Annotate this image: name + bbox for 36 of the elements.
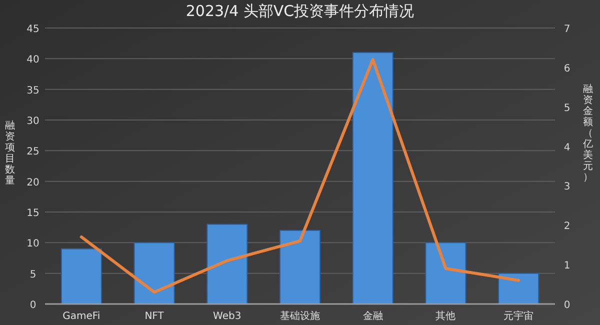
y-tick-label: 45 [26, 24, 40, 35]
chart-title: 2023/4 头部VC投资事件分布情况 [186, 2, 414, 20]
y2-tick-label: 5 [564, 102, 570, 114]
x-tick-label: 金融 [362, 310, 383, 322]
y-tick-label: 10 [26, 238, 40, 250]
y2-tick-label: 7 [564, 24, 570, 35]
bar [60, 248, 102, 304]
y-tick-label: 5 [30, 269, 36, 280]
x-tick-label: NFT [144, 311, 165, 322]
y-tick-label: 0 [30, 300, 36, 311]
bar [352, 52, 394, 304]
y2-tick-label: 3 [564, 182, 570, 193]
y-tick-label: 25 [26, 146, 40, 158]
bar [498, 272, 540, 304]
x-tick-label: 基础设施 [280, 310, 320, 322]
y2-tick-label: 1 [564, 260, 570, 272]
bar [279, 230, 321, 304]
y2-tick-label: 2 [564, 221, 570, 232]
y-axis-title: 融资项目数量 [5, 120, 15, 186]
text: 融资金额（亿美元） [583, 84, 593, 183]
bar [206, 224, 248, 304]
bar [134, 242, 175, 304]
x-tick-label: 其他 [436, 310, 456, 322]
line-series [80, 58, 520, 294]
y2-tick-label: 0 [564, 300, 570, 311]
x-tick-label: Web3 [213, 311, 242, 322]
x-tick-label: 元宇宙 [504, 310, 534, 322]
y-tick-label: 20 [26, 177, 40, 188]
y-tick-label: 30 [26, 116, 40, 127]
y2-tick-label: 4 [564, 142, 570, 154]
y-tick-label: 40 [26, 54, 40, 66]
x-tick-label: GameFi [62, 311, 100, 322]
y2-tick-label: 6 [564, 63, 570, 74]
y-tick-label: 15 [26, 208, 40, 219]
bar [425, 242, 466, 304]
y-tick-label: 35 [26, 85, 40, 96]
